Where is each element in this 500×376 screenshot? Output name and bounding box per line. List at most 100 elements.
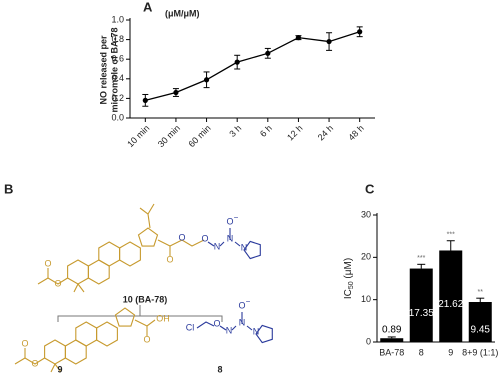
x-tick-label: 48 h — [346, 123, 365, 142]
compound-label: 10 (BA-78) — [123, 294, 168, 304]
atom-label: − — [234, 213, 239, 222]
y-tick-label: 0.8 — [111, 34, 124, 44]
bond — [37, 277, 49, 285]
y-tick-label: 0.4 — [111, 73, 124, 83]
y-axis-label: IC50 (μM) — [343, 258, 356, 299]
bond — [73, 283, 79, 293]
value-label: 0.89 — [382, 325, 402, 336]
bond — [196, 321, 215, 329]
point — [173, 89, 179, 96]
atom-label: O — [201, 233, 208, 243]
atom-label: − — [246, 297, 251, 306]
ring — [137, 227, 159, 247]
bar — [468, 301, 492, 342]
y-tick-label: 0.2 — [111, 93, 124, 103]
x-tick-label: 10 min — [125, 123, 151, 149]
ring — [255, 324, 273, 344]
bond — [47, 277, 68, 285]
ring — [98, 241, 121, 267]
panel-label: B — [4, 181, 13, 196]
panel-label: C — [365, 181, 375, 196]
ring — [96, 321, 118, 347]
bond — [246, 325, 253, 331]
bond — [24, 357, 45, 365]
significance: *** — [417, 255, 425, 262]
y-tick-label: 0.6 — [111, 54, 124, 64]
x-tick-label: 8+9 (1:1) — [462, 347, 498, 357]
bond — [134, 319, 156, 327]
y-axis-label: NO released per — [98, 35, 108, 105]
atom-label: N — [239, 317, 246, 327]
compound-label: 9 — [57, 364, 62, 374]
atom-label: O — [31, 358, 38, 368]
atom-label: O — [213, 318, 220, 328]
atom-label: O — [54, 278, 61, 288]
bar — [409, 268, 433, 342]
error-bar — [476, 297, 485, 302]
x-tick-label: 24 h — [316, 123, 335, 142]
panel-label: A — [143, 0, 153, 14]
bond — [231, 325, 237, 331]
bond — [219, 325, 227, 331]
atom-label: N — [226, 325, 233, 335]
bond — [139, 207, 151, 229]
atom-label: N — [241, 242, 248, 252]
x-tick-label: 8 — [419, 347, 424, 357]
ring — [119, 241, 141, 267]
point — [142, 97, 148, 103]
bond — [147, 203, 155, 215]
ring — [44, 339, 66, 365]
ring — [114, 307, 136, 327]
bond — [50, 363, 56, 373]
bar — [439, 250, 463, 342]
y-axis-label: micromole of BA-78 — [109, 27, 119, 112]
y-tick-label: 30 — [361, 209, 371, 219]
atom-label: O — [226, 216, 233, 226]
x-tick-label: 3 h — [227, 123, 243, 139]
x-tick-label: 12 h — [285, 123, 304, 142]
bond — [207, 241, 215, 247]
x-tick-label: 9 — [448, 347, 453, 357]
bond — [14, 357, 26, 365]
y-tick-label: 1.0 — [111, 14, 124, 24]
y-axis-label-part: (μM) — [343, 258, 354, 282]
atom-label: O — [143, 334, 150, 344]
value-label: 17.35 — [409, 308, 434, 319]
error-bar — [387, 336, 396, 339]
y-axis-label-part: 50 — [348, 281, 355, 289]
x-tick-label: 6 h — [258, 123, 274, 139]
error-bar — [446, 240, 455, 251]
ring — [75, 321, 98, 347]
y-axis-label-part: IC — [343, 289, 354, 299]
bar — [380, 338, 404, 342]
line — [145, 31, 360, 101]
atom-label: N — [214, 241, 221, 251]
atom-label: O — [21, 338, 28, 348]
x-tick-label: BA-78 — [379, 347, 404, 357]
point — [265, 50, 271, 56]
bond — [219, 241, 225, 247]
bond — [77, 283, 85, 293]
y-tick-label: 20 — [361, 252, 371, 262]
point — [357, 29, 363, 35]
ring — [67, 259, 89, 285]
x-tick-label: 30 min — [156, 123, 182, 149]
value-label: 9.45 — [471, 325, 491, 336]
atom-label: O — [166, 254, 173, 264]
point — [234, 59, 240, 65]
x-tick-label: 60 min — [186, 123, 212, 149]
ring — [243, 240, 261, 260]
atom-label: N — [253, 326, 260, 336]
bracket — [57, 315, 223, 322]
bond — [54, 363, 62, 373]
chart-title: (μM/μM) — [165, 8, 200, 18]
y-tick-label: 0.0 — [111, 112, 124, 122]
bond — [157, 239, 205, 247]
error-bar — [417, 263, 426, 269]
point — [203, 77, 210, 83]
point — [295, 35, 302, 41]
atom-label: O — [178, 232, 185, 242]
y-tick-label: 0 — [366, 336, 371, 346]
y-tick-label: 10 — [361, 294, 371, 304]
